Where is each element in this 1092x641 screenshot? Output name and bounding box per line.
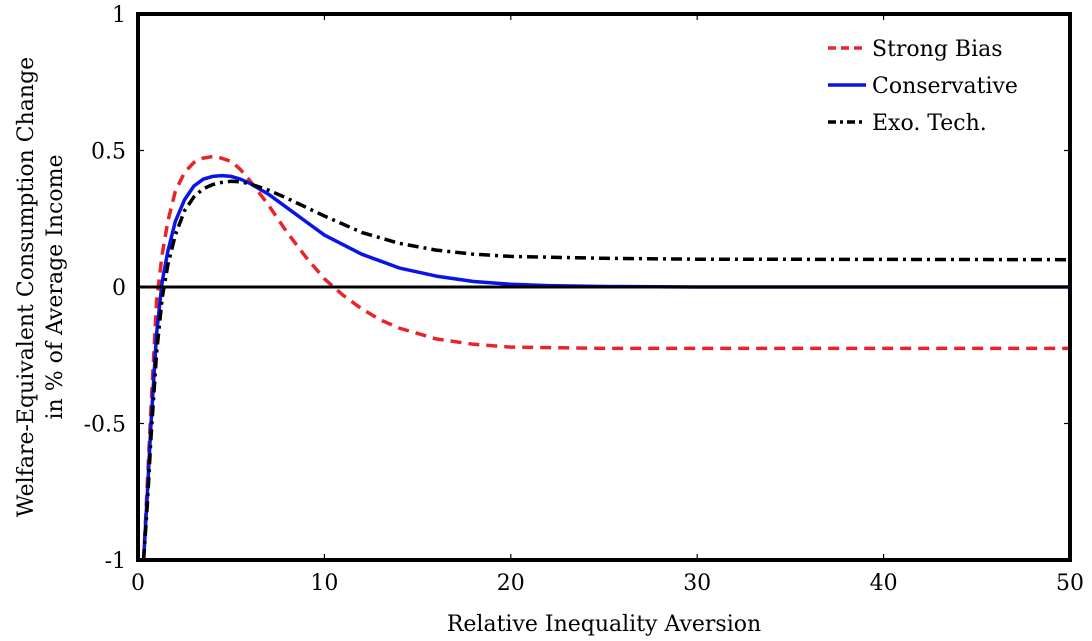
- y-tick-label: -0.5: [84, 413, 126, 438]
- x-axis-title: Relative Inequality Aversion: [447, 612, 761, 637]
- y-tick-label: 0: [112, 276, 126, 301]
- axis-ticks: [137, 13, 1071, 561]
- x-tick-label: 10: [310, 571, 338, 596]
- x-tick-label: 50: [1056, 571, 1084, 596]
- legend-label-2: Exo. Tech.: [872, 111, 987, 136]
- series-line-2: [141, 179, 1070, 560]
- y-tick-label: -1: [105, 549, 126, 574]
- series-line-1: [141, 173, 1070, 560]
- axis-labels: 0 10 20 30 40 50 -1 -0.5 0 0.5 1 Relative Inequalit…: [14, 3, 1084, 637]
- series-line-0: [141, 154, 1070, 560]
- y-tick-label: 0.5: [91, 140, 126, 165]
- legend-label-0: Strong Bias: [872, 37, 1003, 62]
- series-layer: [141, 154, 1070, 560]
- x-tick-label: 30: [683, 571, 711, 596]
- x-tick-label: 20: [497, 571, 525, 596]
- legend-label-1: Conservative: [872, 74, 1018, 99]
- y-tick-label: 1: [112, 3, 126, 28]
- legend: Strong Bias Conservative Exo. Tech.: [828, 37, 1018, 136]
- x-tick-label: 0: [131, 571, 145, 596]
- x-tick-label: 40: [870, 571, 898, 596]
- y-axis-title-line-1: Welfare-Equivalent Consumption Change: [14, 57, 39, 517]
- y-axis-title-line-2: in % of Average Income: [43, 155, 68, 420]
